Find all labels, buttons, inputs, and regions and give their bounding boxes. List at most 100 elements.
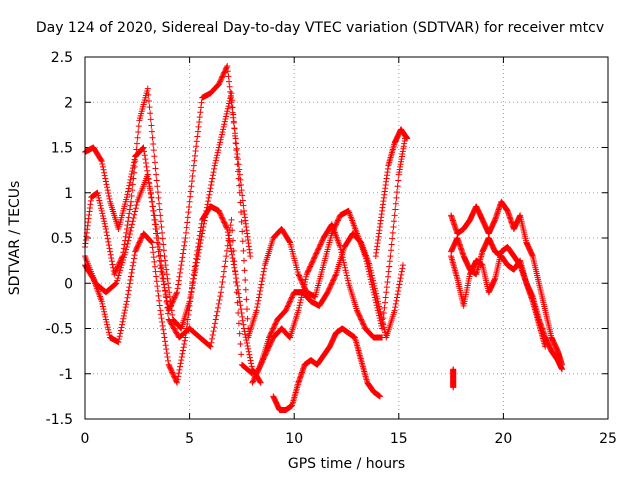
data-point xyxy=(165,316,172,323)
data-point xyxy=(100,215,107,222)
data-point xyxy=(96,197,103,204)
data-point xyxy=(243,296,250,303)
data-point xyxy=(194,133,201,140)
data-point xyxy=(132,247,139,254)
data-point xyxy=(235,175,242,182)
data-point xyxy=(147,110,154,117)
data-point xyxy=(226,83,233,90)
data-point xyxy=(122,233,129,240)
data-point xyxy=(296,302,303,309)
data-point xyxy=(114,263,121,270)
data-point xyxy=(181,341,188,348)
data-point xyxy=(230,261,237,268)
data-point xyxy=(388,247,395,254)
data-point xyxy=(115,339,122,346)
data-point xyxy=(155,240,162,247)
data-point xyxy=(308,260,315,267)
data-point xyxy=(356,313,363,320)
data-point xyxy=(150,254,157,261)
data-point xyxy=(169,370,176,377)
data-point xyxy=(158,315,165,322)
data-point xyxy=(223,110,230,117)
data-point xyxy=(218,213,225,220)
data-point xyxy=(356,312,363,319)
data-point xyxy=(181,337,188,344)
data-point xyxy=(119,259,126,266)
data-point xyxy=(151,153,158,160)
data-point xyxy=(212,320,219,327)
data-point xyxy=(339,251,346,258)
data-point xyxy=(389,229,396,236)
data-point xyxy=(157,265,164,272)
data-point xyxy=(139,145,146,152)
data-point xyxy=(178,357,185,364)
data-point xyxy=(149,203,156,210)
data-point xyxy=(270,325,277,332)
data-point xyxy=(131,163,138,170)
data-point xyxy=(187,188,194,195)
data-point xyxy=(219,215,226,222)
data-point xyxy=(178,258,185,265)
data-point xyxy=(267,339,274,346)
data-point xyxy=(261,353,268,360)
data-point xyxy=(235,320,242,327)
data-point xyxy=(102,225,109,232)
data-point xyxy=(166,364,173,371)
data-point xyxy=(392,304,399,311)
data-point xyxy=(258,360,265,367)
data-point xyxy=(154,283,161,290)
data-point xyxy=(130,175,137,182)
data-point xyxy=(233,140,240,147)
data-point xyxy=(236,294,243,301)
data-point xyxy=(127,176,134,183)
data-point xyxy=(181,242,188,249)
data-point xyxy=(107,251,114,258)
data-point xyxy=(157,307,164,314)
data-point xyxy=(154,189,161,196)
data-point xyxy=(130,214,137,221)
data-point xyxy=(161,253,168,260)
data-point xyxy=(156,302,163,309)
data-point xyxy=(134,140,141,147)
data-point xyxy=(309,259,316,266)
data-point xyxy=(162,342,169,349)
data-point xyxy=(264,347,271,354)
data-point xyxy=(210,169,217,176)
data-point xyxy=(399,262,406,269)
data-point xyxy=(355,311,362,318)
data-point xyxy=(229,251,236,258)
series-track-c xyxy=(82,203,264,386)
data-point xyxy=(157,311,164,318)
data-point xyxy=(216,141,223,148)
data-point xyxy=(163,271,170,278)
data-point xyxy=(133,202,140,209)
data-point xyxy=(175,277,182,284)
data-point xyxy=(135,240,142,247)
data-point xyxy=(190,162,197,169)
data-point xyxy=(104,321,111,328)
data-point xyxy=(125,237,132,244)
data-point xyxy=(124,294,131,301)
data-point xyxy=(192,148,199,155)
data-point xyxy=(209,335,216,342)
data-point xyxy=(309,258,316,265)
data-point xyxy=(251,374,258,381)
data-point xyxy=(558,366,565,373)
data-point xyxy=(148,194,155,201)
data-point xyxy=(156,200,163,207)
data-point xyxy=(218,134,225,141)
data-point xyxy=(214,149,221,156)
data-point xyxy=(191,152,198,159)
data-point xyxy=(222,222,229,229)
data-point xyxy=(304,269,311,276)
data-point xyxy=(260,356,267,363)
data-point xyxy=(222,258,229,265)
data-point xyxy=(216,79,223,86)
data-point xyxy=(99,160,106,167)
data-point xyxy=(335,216,342,223)
data-point xyxy=(127,277,134,284)
data-point xyxy=(380,309,387,316)
data-point xyxy=(164,304,171,311)
data-point xyxy=(234,299,241,306)
data-point xyxy=(236,330,243,337)
